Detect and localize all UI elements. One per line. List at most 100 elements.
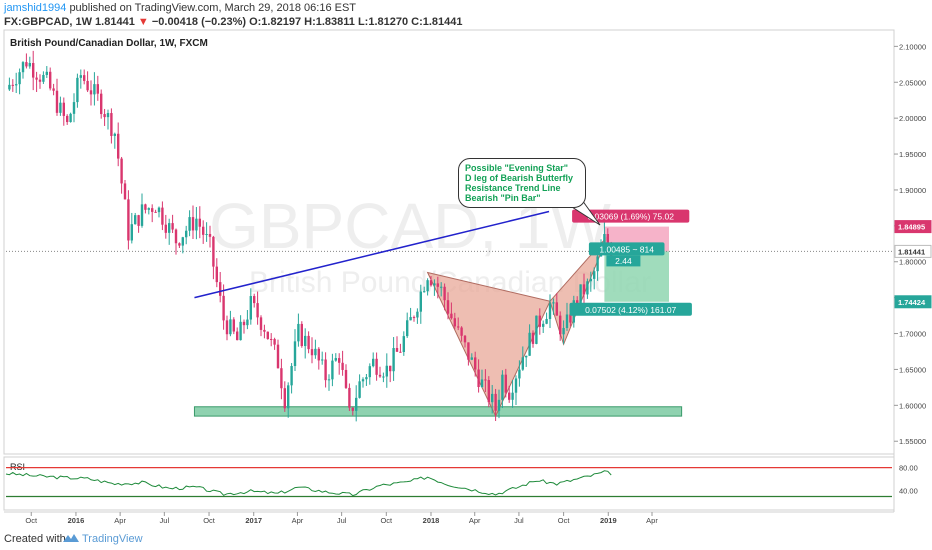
- price-tick-label: 2.00000: [899, 114, 926, 123]
- candle-body: [242, 321, 246, 326]
- candle-body: [440, 286, 443, 288]
- candle-body: [113, 133, 116, 136]
- candle-body: [395, 348, 399, 352]
- candle-body: [389, 365, 392, 372]
- candle-body: [276, 344, 280, 369]
- callout-line: Resistance Trend Line: [465, 183, 561, 193]
- candle-body: [290, 366, 293, 386]
- candle-body: [236, 331, 239, 341]
- candle-body: [341, 362, 344, 370]
- candle-body: [239, 321, 242, 341]
- candle-body: [249, 296, 252, 320]
- candle-body: [419, 291, 422, 312]
- price-tick-label: 1.60000: [899, 401, 926, 410]
- candle-body: [263, 329, 266, 332]
- candle-body: [28, 63, 31, 67]
- candle-body: [372, 358, 375, 367]
- candle-body: [161, 207, 164, 225]
- candle-body: [535, 315, 538, 344]
- publish-text: published on TradingView.com, March 29, …: [69, 2, 357, 14]
- candle-body: [18, 72, 21, 85]
- candle-body: [304, 335, 307, 347]
- candle-body: [42, 74, 45, 82]
- time-tick-label: Apr: [469, 516, 481, 525]
- candle-body: [606, 234, 609, 247]
- time-tick-label: Oct: [380, 516, 393, 525]
- candle-body: [436, 283, 439, 287]
- price-axis[interactable]: 1.550001.600001.650001.700001.750001.800…: [893, 30, 932, 512]
- price-tag: 1.84895: [898, 223, 925, 232]
- candle-body: [21, 62, 25, 73]
- candle-body: [474, 357, 477, 370]
- tradingview-brand-link[interactable]: TradingView: [82, 533, 143, 545]
- candle-body: [565, 314, 569, 328]
- reward-label: 0.07502 (4.12%) 161.07: [585, 305, 676, 315]
- candle-body: [375, 358, 378, 375]
- candle-body: [246, 319, 249, 326]
- time-axis[interactable]: Oct 2016 Apr Jul Oct 2017 Apr Jul Oct 2018 Apr Jul O…: [4, 511, 894, 525]
- candle-body: [470, 357, 473, 360]
- candle-body: [467, 342, 470, 360]
- time-tick-label: Apr: [114, 516, 126, 525]
- price-tag-bg: [894, 295, 932, 309]
- candle-body: [140, 204, 144, 226]
- candle-body: [157, 207, 161, 213]
- candle-body: [174, 229, 178, 244]
- candle-body: [11, 84, 14, 86]
- candle-body: [270, 338, 273, 340]
- candle-body: [453, 318, 456, 327]
- change-down-icon: ▼: [137, 16, 149, 28]
- price-tick-label: 1.95000: [899, 150, 926, 159]
- candle-body: [593, 271, 596, 279]
- candle-body: [344, 369, 348, 388]
- price-tag-bg: [894, 244, 932, 258]
- candle-body: [300, 323, 303, 347]
- time-tick-label: Apr: [646, 516, 658, 525]
- candle-body: [134, 215, 137, 225]
- price-tick-label: 1.65000: [899, 365, 926, 374]
- candle-body: [348, 387, 351, 408]
- candle-body: [603, 234, 606, 247]
- ratio-label-1: 1.00485 ~ 814: [599, 244, 654, 254]
- price-tick-label: 1.70000: [899, 330, 926, 339]
- candle-body: [123, 183, 127, 200]
- candle-body: [406, 320, 409, 337]
- candle-body: [562, 327, 565, 335]
- candle-body: [321, 359, 324, 361]
- candle-body: [552, 302, 555, 304]
- candle-body: [450, 313, 453, 319]
- candle-body: [83, 75, 86, 81]
- candle-body: [423, 291, 426, 293]
- candle-body: [59, 102, 62, 113]
- price-tick-label: 2.10000: [899, 42, 926, 51]
- candle-body: [317, 348, 320, 361]
- candle-body: [576, 300, 579, 304]
- candle-body: [32, 63, 35, 78]
- candle-body: [181, 237, 184, 246]
- analysis-callout[interactable]: Possible "Evening Star" D leg of Bearish…: [458, 158, 586, 208]
- rsi-layer: 40.00 80.00: [5, 464, 918, 498]
- candle-body: [93, 84, 96, 95]
- candle-body: [402, 336, 405, 352]
- author-link[interactable]: jamshid1994: [4, 2, 67, 14]
- candle-body: [416, 311, 419, 318]
- candle-body: [368, 366, 371, 378]
- candle-body: [147, 208, 150, 210]
- time-tick-label: Jul: [337, 516, 347, 525]
- time-tick-label: 2016: [68, 516, 85, 525]
- candle-body: [545, 318, 548, 324]
- candle-body: [86, 80, 89, 91]
- candle-body: [79, 75, 82, 78]
- candle-body: [569, 314, 572, 323]
- candle-body: [589, 278, 592, 282]
- candle-body: [582, 284, 586, 295]
- candle-body: [266, 331, 269, 339]
- candle-body: [385, 365, 388, 377]
- price-tick-label: 2.05000: [899, 78, 926, 87]
- candle-body: [538, 315, 541, 327]
- candle-body: [494, 393, 497, 411]
- publish-info: jamshid1994 published on TradingView.com…: [4, 2, 356, 14]
- candle-body: [232, 319, 235, 332]
- candle-body: [195, 218, 198, 231]
